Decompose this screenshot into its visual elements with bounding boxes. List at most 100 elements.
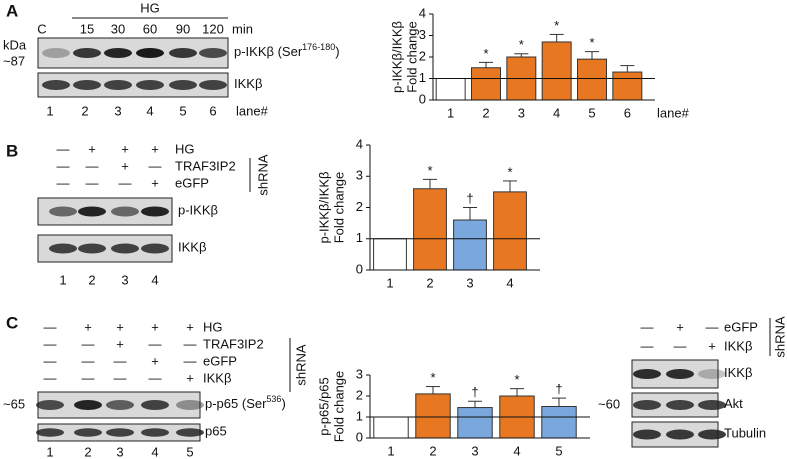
band bbox=[42, 48, 70, 58]
band bbox=[169, 80, 197, 90]
band bbox=[176, 428, 204, 437]
lane-number: 1 bbox=[46, 444, 53, 459]
time-label: 90 bbox=[176, 21, 190, 36]
x-tick-label: 1 bbox=[387, 443, 394, 458]
band bbox=[78, 243, 106, 254]
treatment-label: TRAF3IP2 bbox=[203, 336, 264, 351]
treatment-label: eGFP bbox=[203, 353, 237, 368]
treatment-sign: — bbox=[119, 175, 132, 190]
band bbox=[42, 80, 70, 90]
bar bbox=[493, 191, 527, 271]
treatment-sign: — bbox=[82, 336, 95, 351]
bar bbox=[413, 188, 447, 271]
treatment-sign: — bbox=[149, 336, 162, 351]
bar bbox=[612, 71, 643, 101]
y-axis-label: p-p65/p65 bbox=[316, 377, 331, 436]
x-tick-label: 2 bbox=[426, 275, 433, 290]
treatment-sign: — bbox=[86, 158, 99, 173]
blot-label: IKKβ bbox=[724, 365, 752, 380]
y-tick-label: 0 bbox=[356, 429, 363, 444]
band bbox=[104, 48, 132, 58]
treatment-sign: — bbox=[184, 336, 197, 351]
lane-number: 3 bbox=[121, 272, 128, 287]
significance-marker: * bbox=[519, 37, 524, 52]
significance-marker: * bbox=[507, 164, 512, 179]
treatment-sign: — bbox=[114, 353, 127, 368]
band bbox=[633, 400, 661, 410]
bar bbox=[577, 58, 607, 101]
band bbox=[74, 400, 102, 410]
significance-marker: † bbox=[466, 191, 473, 206]
band bbox=[49, 206, 77, 217]
band bbox=[199, 48, 227, 58]
band bbox=[111, 243, 139, 254]
bar bbox=[415, 393, 451, 439]
mw-marker: ~60 bbox=[598, 396, 620, 411]
treatment-sign: — bbox=[44, 319, 57, 334]
time-unit: min bbox=[232, 21, 253, 36]
band bbox=[136, 80, 164, 90]
treatment-label: eGFP bbox=[724, 319, 758, 334]
blot-label-text: p65 bbox=[205, 424, 227, 439]
significance-marker: * bbox=[430, 370, 435, 385]
treatment-sign: + bbox=[151, 175, 159, 190]
band bbox=[74, 428, 102, 437]
treatment-sign: — bbox=[641, 319, 654, 334]
treatment-sign: — bbox=[184, 353, 197, 368]
y-tick-label: 1 bbox=[419, 70, 426, 85]
treatment-sign: + bbox=[186, 319, 194, 334]
blot-label: p-IKKβ bbox=[178, 203, 218, 218]
treatment-sign: + bbox=[676, 319, 684, 334]
x-tick-label: 4 bbox=[553, 105, 560, 120]
y-tick-label: 3 bbox=[356, 366, 363, 381]
y-axis-label: p-IKKβ/IKKβ bbox=[316, 171, 331, 243]
treatment-sign: — bbox=[57, 141, 70, 156]
y-tick-label: 2 bbox=[356, 387, 363, 402]
treatment-sign: + bbox=[186, 370, 194, 385]
significance-marker: * bbox=[589, 35, 594, 50]
lane-number: 1 bbox=[46, 103, 53, 118]
band bbox=[73, 48, 101, 58]
treatment-sign: — bbox=[57, 158, 70, 173]
band bbox=[698, 400, 726, 410]
band bbox=[698, 429, 726, 440]
band bbox=[666, 400, 694, 410]
treatment-sign: — bbox=[149, 370, 162, 385]
blot-label-text: p-IKKβ bbox=[178, 203, 218, 218]
band bbox=[633, 429, 661, 440]
treatment-label: HG bbox=[175, 141, 195, 156]
band bbox=[666, 369, 694, 379]
y-tick-label: 4 bbox=[419, 5, 426, 20]
band bbox=[141, 243, 169, 254]
lane-number: 5 bbox=[179, 103, 186, 118]
treatment-sign: + bbox=[121, 141, 129, 156]
treatment-sign: — bbox=[706, 319, 719, 334]
band bbox=[666, 429, 694, 440]
band bbox=[106, 428, 134, 437]
treatment-sign: + bbox=[116, 319, 124, 334]
kda-label: kDa bbox=[3, 37, 27, 52]
lane-number: 4 bbox=[146, 103, 153, 118]
bar bbox=[541, 41, 572, 101]
lane-number: 2 bbox=[84, 444, 91, 459]
band bbox=[698, 369, 726, 379]
group-label: HG bbox=[140, 0, 160, 15]
blot-label-suffix: ) bbox=[335, 44, 339, 59]
treatment-sign: — bbox=[86, 175, 99, 190]
bar bbox=[541, 406, 577, 439]
band bbox=[111, 206, 139, 217]
lane-number: 2 bbox=[81, 103, 88, 118]
band bbox=[169, 48, 197, 58]
blot-label-sup: 536 bbox=[266, 394, 281, 404]
band bbox=[73, 80, 101, 90]
treatment-sign: — bbox=[641, 338, 654, 353]
time-label: 60 bbox=[143, 21, 157, 36]
y-axis-label: Fold change bbox=[331, 172, 346, 244]
y-tick-label: 0 bbox=[419, 91, 426, 106]
mw-marker: ~65 bbox=[3, 396, 25, 411]
y-tick-label: 4 bbox=[356, 136, 363, 151]
blot-label-text: Akt bbox=[724, 396, 743, 411]
treatment-label: IKKβ bbox=[203, 370, 231, 385]
time-label: 30 bbox=[111, 21, 125, 36]
